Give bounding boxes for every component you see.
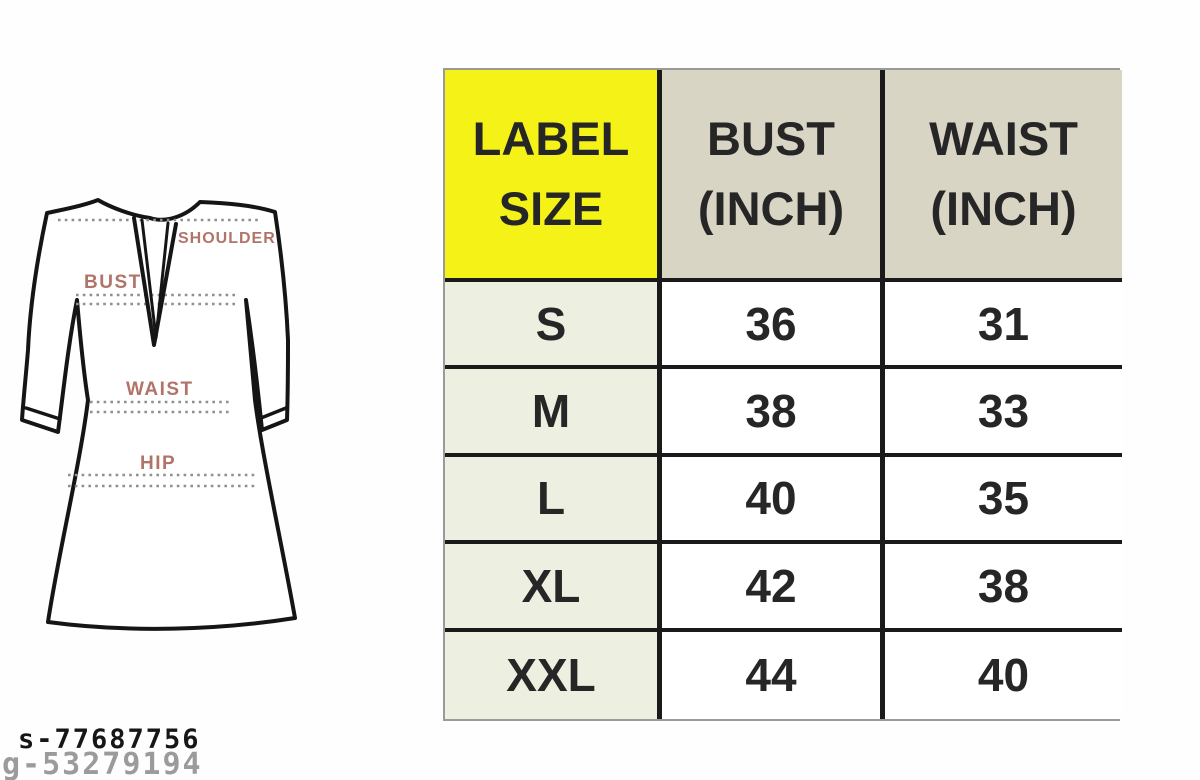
header-label-size-line2: SIZE — [498, 182, 604, 235]
waist-value-xxl: 40 — [885, 631, 1122, 719]
bust-value-xxl: 44 — [662, 631, 885, 719]
header-bust-line2: (INCH) — [697, 182, 845, 235]
hip-label: HIP — [140, 453, 176, 474]
header-waist-line2: (INCH) — [930, 182, 1077, 235]
bust-label: BUST — [84, 272, 142, 293]
waist-value-m: 33 — [885, 369, 1122, 457]
bust-value-l: 40 — [662, 456, 885, 545]
waist-value-xl: 38 — [885, 544, 1122, 632]
watermark-code-2: g-53279194 — [2, 747, 203, 780]
shoulder-label: SHOULDER — [178, 230, 276, 247]
waist-label: WAIST — [126, 379, 194, 400]
waist-value-s: 31 — [885, 282, 1122, 370]
size-cell-m: M — [445, 369, 662, 457]
header-label-size: LABEL SIZE — [445, 70, 662, 282]
header-label-size-line1: LABEL — [472, 111, 630, 165]
size-chart-table: LABEL SIZE BUST (INCH) WAIST (INCH) S 36… — [443, 68, 1122, 721]
tunic-outline — [20, 198, 297, 631]
waist-value-l: 35 — [885, 456, 1122, 545]
size-cell-s: S — [445, 282, 662, 370]
header-bust-line1: BUST — [707, 111, 835, 165]
garment-diagram: SHOULDER BUST WAIST HIP — [20, 198, 297, 631]
neck-placket — [132, 216, 178, 347]
sleeve-cuffs — [24, 406, 288, 421]
size-cell-xxl: XXL — [445, 631, 662, 719]
size-cell-l: L — [445, 456, 662, 545]
watermark-code-1: s-77687756 — [18, 724, 201, 755]
header-bust: BUST (INCH) — [662, 70, 885, 282]
header-waist-line1: WAIST — [929, 111, 1078, 165]
bust-value-s: 36 — [662, 282, 885, 370]
header-waist: WAIST (INCH) — [885, 70, 1122, 282]
measurement-dotted-lines — [58, 218, 262, 488]
size-cell-xl: XL — [445, 544, 662, 632]
bust-value-xl: 42 — [662, 544, 885, 632]
bust-value-m: 38 — [662, 369, 885, 457]
